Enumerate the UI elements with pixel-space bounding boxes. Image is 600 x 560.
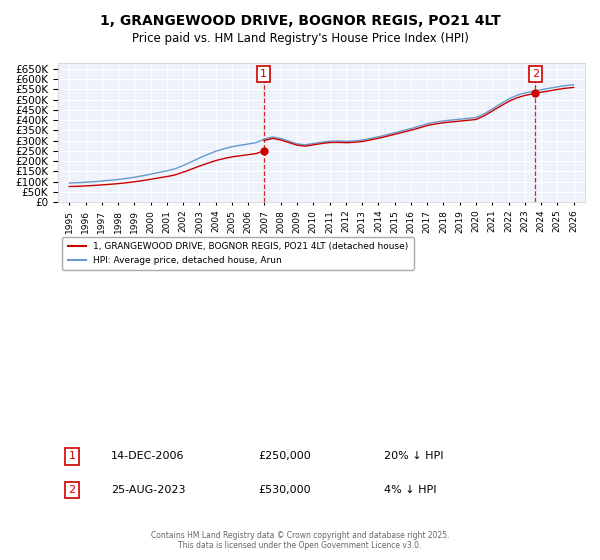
- Text: 14-DEC-2006: 14-DEC-2006: [111, 451, 185, 461]
- Text: 4% ↓ HPI: 4% ↓ HPI: [384, 485, 437, 495]
- Text: 1: 1: [68, 451, 76, 461]
- Text: 2: 2: [68, 485, 76, 495]
- Text: 1, GRANGEWOOD DRIVE, BOGNOR REGIS, PO21 4LT: 1, GRANGEWOOD DRIVE, BOGNOR REGIS, PO21 …: [100, 14, 500, 28]
- Text: Contains HM Land Registry data © Crown copyright and database right 2025.
This d: Contains HM Land Registry data © Crown c…: [151, 530, 449, 550]
- Text: 1: 1: [260, 69, 267, 79]
- Text: £530,000: £530,000: [258, 485, 311, 495]
- Legend: 1, GRANGEWOOD DRIVE, BOGNOR REGIS, PO21 4LT (detached house), HPI: Average price: 1, GRANGEWOOD DRIVE, BOGNOR REGIS, PO21 …: [62, 237, 414, 270]
- Text: 2: 2: [532, 69, 539, 79]
- Text: £250,000: £250,000: [258, 451, 311, 461]
- Text: 25-AUG-2023: 25-AUG-2023: [111, 485, 185, 495]
- Text: 20% ↓ HPI: 20% ↓ HPI: [384, 451, 443, 461]
- Text: Price paid vs. HM Land Registry's House Price Index (HPI): Price paid vs. HM Land Registry's House …: [131, 32, 469, 45]
